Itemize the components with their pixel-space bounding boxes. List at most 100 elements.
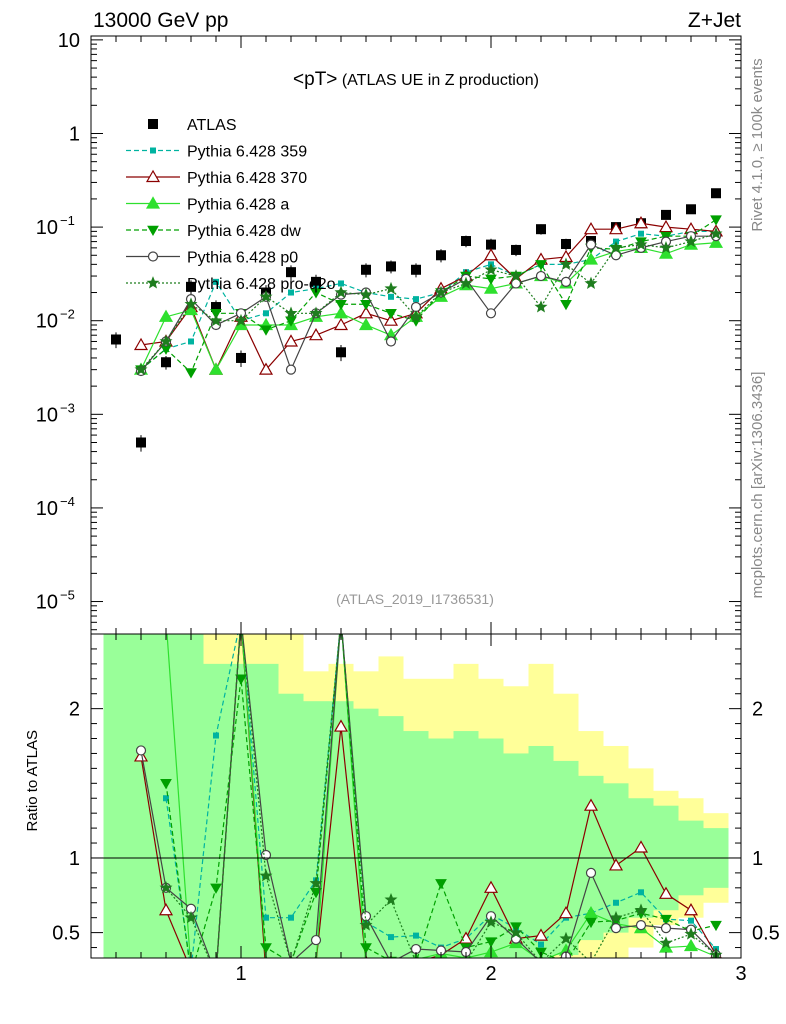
marker-square xyxy=(236,352,246,363)
band-inner-bin xyxy=(178,634,204,958)
header-right: Z+Jet xyxy=(688,9,741,32)
marker-star xyxy=(634,237,648,251)
marker-smallsquare xyxy=(638,889,644,896)
legend-item: Pythia 6.428 a xyxy=(126,196,289,214)
band-inner-bin xyxy=(328,701,354,958)
marker-triangle-down xyxy=(360,299,372,311)
marker-circle-open xyxy=(485,308,497,319)
marker-smallsquare xyxy=(413,296,419,303)
marker-triangle-down xyxy=(335,299,347,311)
marker-triangle-open xyxy=(658,886,674,899)
marker-star xyxy=(459,276,473,289)
marker-smallsquare xyxy=(263,914,269,921)
band-inner-bin xyxy=(453,731,479,958)
marker-star xyxy=(384,892,398,906)
marker-star xyxy=(159,880,173,894)
marker-triangle-open xyxy=(583,798,599,811)
marker-star xyxy=(634,903,648,916)
marker-triangle-down xyxy=(485,937,497,948)
marker-square xyxy=(386,261,396,272)
marker-star xyxy=(384,281,398,295)
marker-triangle-open xyxy=(658,219,674,233)
marker-triangle-open xyxy=(145,169,161,183)
marker-triangle-down xyxy=(336,615,346,624)
marker-star xyxy=(509,269,523,282)
marker-triangle-down xyxy=(360,943,372,954)
legend-item: ATLAS xyxy=(148,117,237,134)
ratio-y-tick-label-right: 0.5 xyxy=(752,923,780,945)
marker-triangle-open xyxy=(683,903,699,916)
marker-square xyxy=(686,204,696,215)
marker-smallsquare xyxy=(238,616,244,622)
ratio-ylabel: Ratio to ATLAS xyxy=(24,730,41,831)
marker-smallsquare xyxy=(338,616,344,622)
y-tick-label: 1 xyxy=(69,123,80,145)
band-inner-bin xyxy=(253,663,279,958)
y-tick-exponent: −2 xyxy=(60,307,75,322)
marker-smallsquare xyxy=(213,732,219,739)
marker-circle-open xyxy=(288,957,294,958)
ratio-y-tick-label: 1 xyxy=(69,848,80,870)
marker-smallsquare xyxy=(263,310,269,317)
ratio-y-tick-label: 2 xyxy=(69,699,80,721)
legend-label: Pythia 6.428 pro-q2o xyxy=(187,276,336,293)
y-tick-exponent: −3 xyxy=(60,400,75,415)
marker-triangle-open xyxy=(608,858,624,871)
marker-square xyxy=(136,437,146,448)
band-inner-bin xyxy=(103,634,129,958)
marker-triangle-down xyxy=(710,215,722,226)
legend-item: Pythia 6.428 370 xyxy=(126,169,307,187)
marker-triangle xyxy=(385,968,397,979)
band-inner-bin xyxy=(278,693,304,958)
plot-title: <pT> (ATLAS UE in Z production) xyxy=(293,69,539,90)
marker-star xyxy=(210,968,221,979)
marker-triangle-down xyxy=(260,325,272,336)
marker-triangle-down xyxy=(411,959,421,968)
y-tick-label: 10 xyxy=(36,311,58,333)
y-tick-label: 10 xyxy=(36,217,58,239)
marker-smallsquare xyxy=(388,293,394,300)
marker-triangle-down xyxy=(561,959,571,968)
y-tick-exponent: −4 xyxy=(60,494,75,509)
ratio-pythia-6-428-pro-q2o xyxy=(159,634,723,979)
marker-triangle xyxy=(683,938,699,952)
ratio-y-tick-label: 0.5 xyxy=(52,923,80,945)
marker-circle-open xyxy=(310,934,322,946)
marker-triangle-open xyxy=(133,337,149,351)
marker-triangle-open xyxy=(308,327,324,341)
band-inner-bin xyxy=(428,738,454,958)
marker-square xyxy=(511,244,521,255)
marker-smallsquare xyxy=(213,278,219,285)
marker-star xyxy=(609,910,623,924)
marker-star xyxy=(659,936,673,949)
marker-triangle-open xyxy=(483,248,499,261)
band-inner-bin xyxy=(378,716,404,958)
marker-triangle-open xyxy=(608,221,624,235)
marker-circle-open xyxy=(388,957,394,958)
marker-circle-open xyxy=(385,336,397,347)
marker-triangle-open xyxy=(210,968,222,979)
marker-star xyxy=(284,306,298,319)
marker-triangle-open xyxy=(558,905,574,919)
marker-smallsquare xyxy=(388,934,394,941)
marker-star xyxy=(434,285,448,299)
marker-triangle-open xyxy=(260,968,272,979)
plot-title-main: <pT> xyxy=(293,69,337,90)
marker-square xyxy=(711,188,721,199)
marker-triangle-open xyxy=(333,317,349,331)
marker-triangle-open xyxy=(333,719,349,732)
marker-circle-open xyxy=(285,364,297,375)
marker-triangle xyxy=(210,968,222,979)
y-tick-exponent: −5 xyxy=(60,588,75,603)
marker-triangle-down xyxy=(260,943,272,954)
marker-smallsquare xyxy=(613,899,619,906)
legend-item: Pythia 6.428 p0 xyxy=(126,250,298,267)
band-inner-bin xyxy=(228,663,254,958)
marker-square xyxy=(286,267,296,278)
marker-star xyxy=(359,287,373,301)
marker-triangle xyxy=(335,613,347,624)
marker-star xyxy=(259,869,273,882)
marker-triangle-down xyxy=(660,914,672,926)
marker-circle-open xyxy=(337,615,346,624)
marker-circle-open xyxy=(535,270,547,282)
